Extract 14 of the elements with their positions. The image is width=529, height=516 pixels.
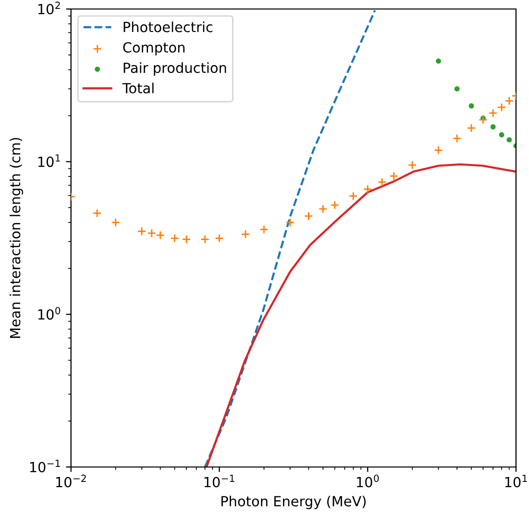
x-axis-title: Photon Energy (MeV) [221,496,366,510]
legend-label: Compton [123,42,184,56]
x-tick-label: 10$^{1}$ [505,474,527,488]
x-tick-label: 10$^{−1}$ [204,474,234,488]
y-axis-title: Mean interaction length (cm) [10,138,24,338]
y-tick-label: 10$^{2}$ [38,2,60,14]
x-tick-label: 10$^{0}$ [356,474,379,488]
legend-label: Pair production [124,62,226,76]
legend-label: Total [122,82,154,94]
y-tick-label: 10$^{0}$ [38,306,60,320]
y-tick-label: 10$^{−1}$ [30,460,60,472]
y-tick-label: 10$^{1}$ [38,154,60,168]
legend-label: Photoelectric [124,22,212,32]
x-tick-label: 10$^{−2}$ [56,474,86,488]
